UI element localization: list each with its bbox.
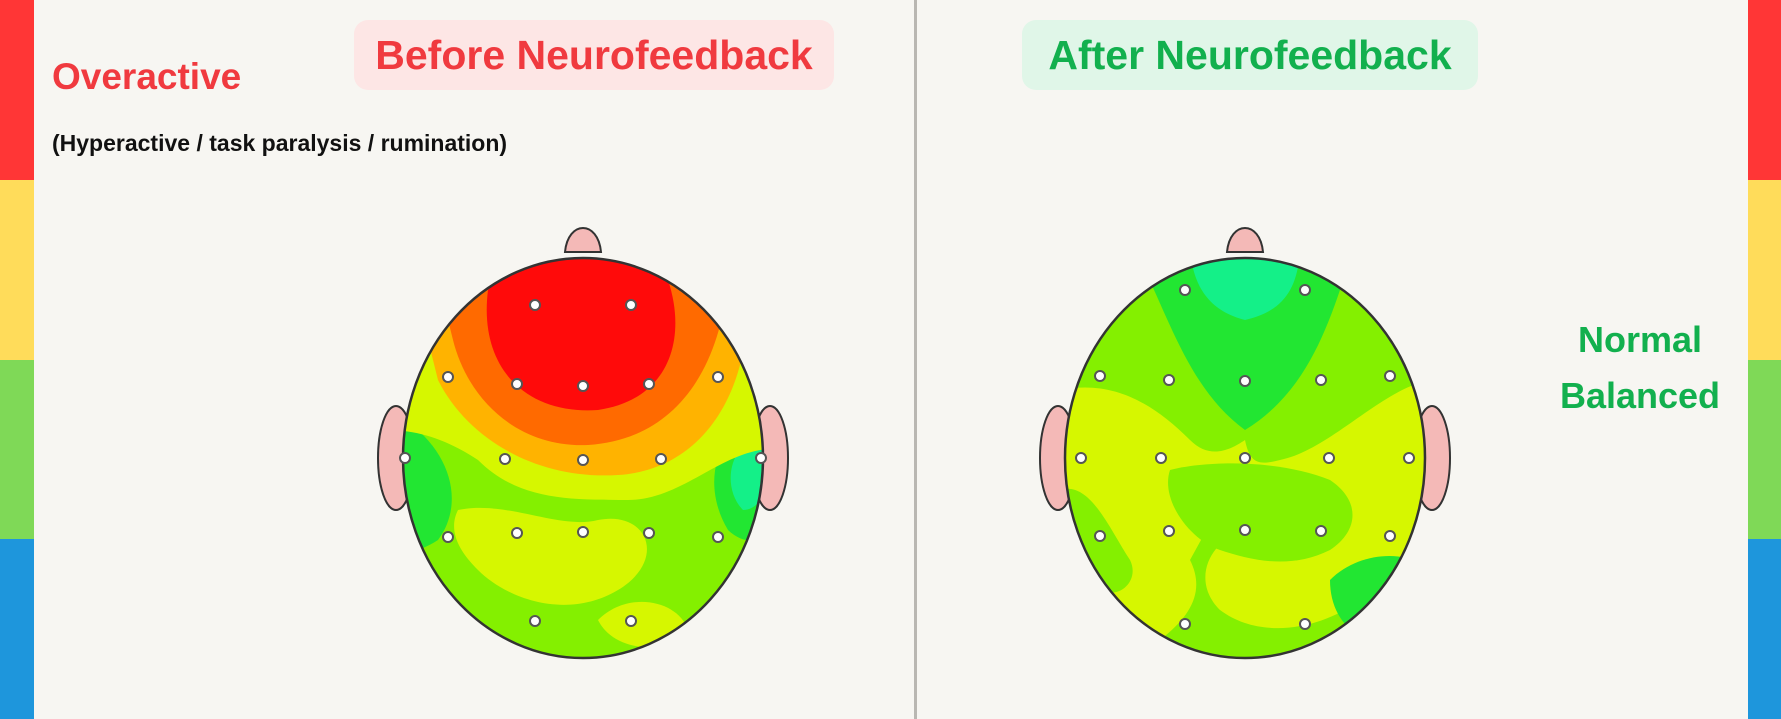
head-outline <box>1063 256 1427 660</box>
scale-segment-blue <box>0 539 34 719</box>
scale-segment-red <box>1748 0 1781 180</box>
overactive-label: Overactive <box>52 56 242 97</box>
panel-divider <box>914 0 917 719</box>
scale-segment-blue <box>1748 539 1781 719</box>
nose-icon <box>1225 227 1265 253</box>
electrodes <box>1075 284 1415 630</box>
nose-icon <box>563 227 603 253</box>
scale-segment-red <box>0 0 34 180</box>
normal-label: Normal <box>1577 319 1703 360</box>
scale-segment-green <box>0 359 34 540</box>
balanced-label: Balanced <box>1559 375 1721 416</box>
after-title: After Neurofeedback <box>1022 20 1478 90</box>
brain-topography-map-after-icon <box>1039 227 1451 660</box>
before-title: Before Neurofeedback <box>354 20 834 90</box>
color-scale-right <box>1748 0 1781 719</box>
color-scale-left <box>0 0 34 719</box>
overactive-description: (Hyperactive / task paralysis / ruminati… <box>52 130 508 156</box>
scale-segment-yellow <box>1748 179 1781 360</box>
scale-segment-green <box>1748 359 1781 540</box>
brain-topography-map-before-icon <box>377 227 789 660</box>
normal-balanced-label: Normal Balanced <box>1540 312 1740 424</box>
scale-segment-yellow <box>0 179 34 360</box>
electrodes <box>399 299 767 627</box>
